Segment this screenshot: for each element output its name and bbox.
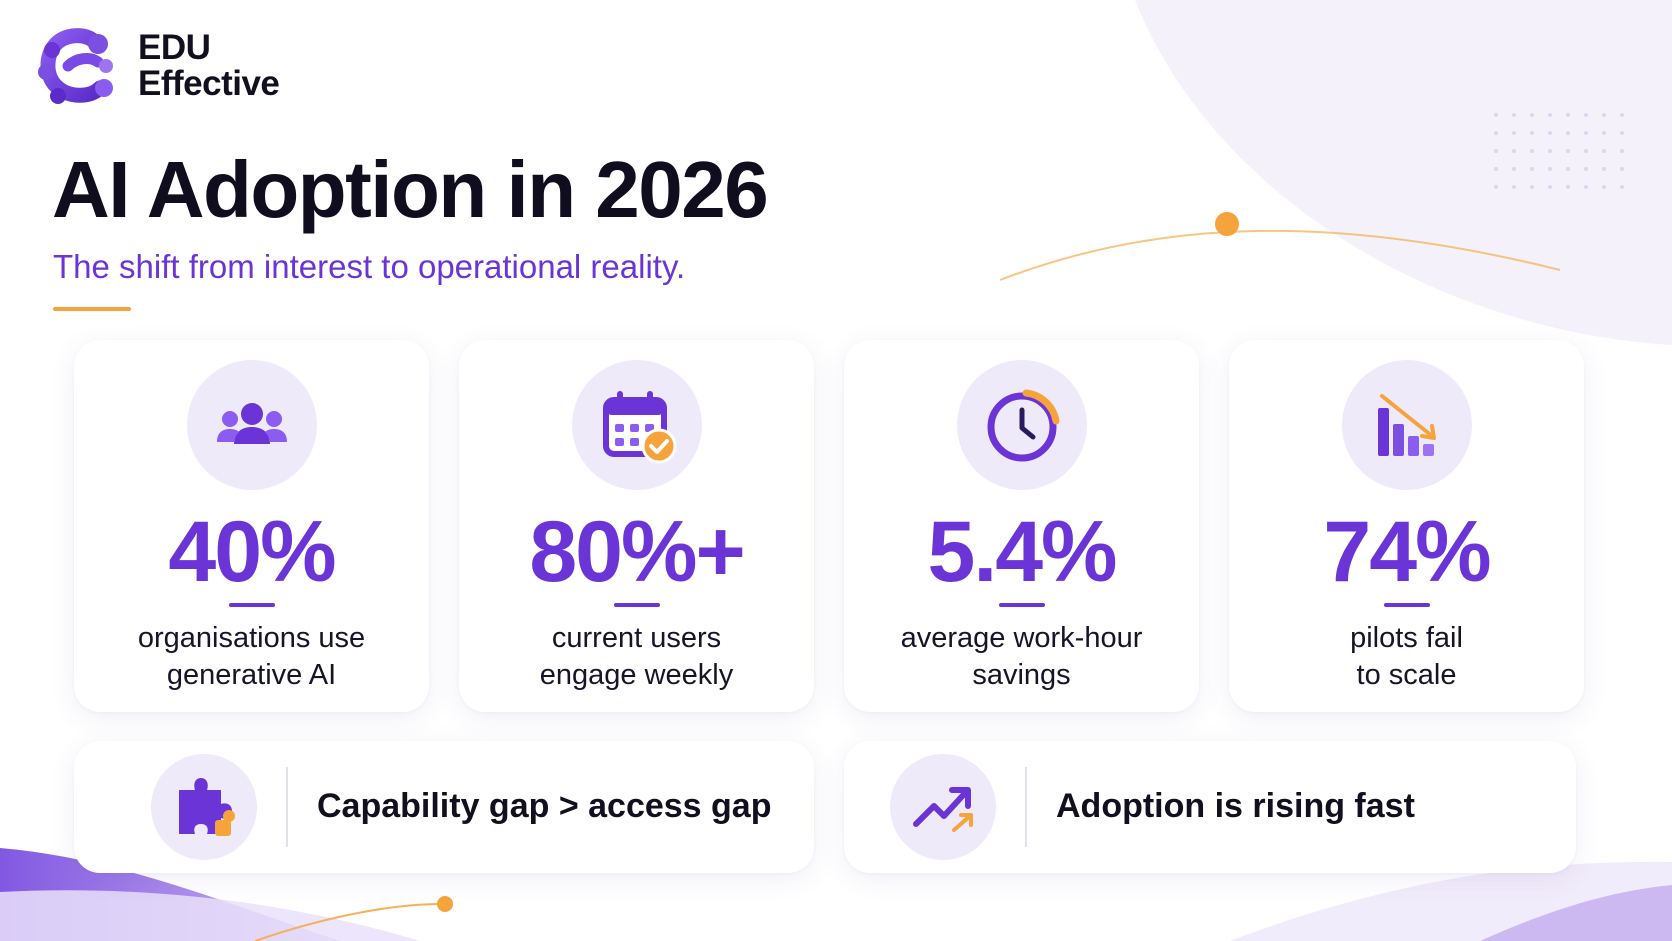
stat-label-line2: engage weekly (539, 659, 734, 691)
stat-card-work-hour-savings: 5.4% average work-hour savings (844, 340, 1199, 712)
stat-card-weekly-users: 80%+ current users engage weekly (459, 340, 814, 712)
page-title: AI Adoption in 2026 (52, 145, 769, 234)
stat-label: current users engage weekly (469, 620, 804, 694)
insight-divider (1025, 767, 1027, 847)
stat-rule (998, 603, 1045, 607)
stat-label-line1: organisations use (137, 622, 366, 654)
stat-label-line1: average work-hour (900, 622, 1143, 654)
stat-rule (613, 603, 660, 607)
stat-card-organisations: 40% organisations use generative AI (74, 340, 429, 712)
link-c-logo-icon (38, 28, 113, 104)
puzzle-piece-icon (179, 778, 235, 836)
stat-label: average work-hour savings (854, 620, 1189, 694)
stat-icon-circle (1341, 360, 1472, 490)
stat-icon-circle (571, 360, 702, 490)
brand-logo: EDU Effective (32, 20, 280, 112)
stat-rule (1383, 603, 1430, 607)
stat-value: 5.4% (927, 504, 1117, 600)
stat-icon-circle (186, 360, 317, 490)
stat-label-line2: to scale (1356, 659, 1457, 691)
clock-icon (987, 389, 1059, 462)
declining-bar-chart-icon (1377, 394, 1436, 456)
stat-rule (228, 603, 275, 607)
people-group-icon (216, 403, 287, 444)
insight-card-adoption-rising: Adoption is rising fast (844, 741, 1576, 873)
insight-icon-circle (890, 754, 996, 860)
stat-label-line1: current users (551, 622, 722, 654)
stat-value: 40% (168, 504, 336, 600)
brand-name-line2: Effective (138, 64, 280, 103)
stat-label-line2: savings (972, 659, 1071, 691)
insight-text: Capability gap > access gap (317, 787, 772, 825)
page-subtitle: The shift from interest to operational r… (53, 248, 686, 285)
brand-name: EDU Effective (138, 28, 280, 103)
calendar-check-icon (602, 391, 676, 464)
title-accent-rule (53, 307, 131, 311)
stat-card-pilots: 74% pilots fail to scale (1229, 340, 1584, 712)
stat-label: organisations use generative AI (84, 620, 419, 694)
stat-icon-circle (956, 360, 1087, 490)
brand-name-line1: EDU (138, 28, 211, 67)
insight-icon-circle (151, 754, 257, 860)
stat-value: 80%+ (529, 504, 745, 600)
trending-up-arrow-icon (913, 787, 973, 832)
insight-text: Adoption is rising fast (1056, 787, 1415, 825)
stat-label-line2: generative AI (166, 659, 337, 691)
stat-value: 74% (1323, 504, 1491, 600)
stat-label-line1: pilots fail (1350, 622, 1463, 654)
insight-card-capability-gap: Capability gap > access gap (74, 741, 814, 873)
insight-divider (286, 767, 288, 847)
stat-label: pilots fail to scale (1239, 620, 1574, 694)
